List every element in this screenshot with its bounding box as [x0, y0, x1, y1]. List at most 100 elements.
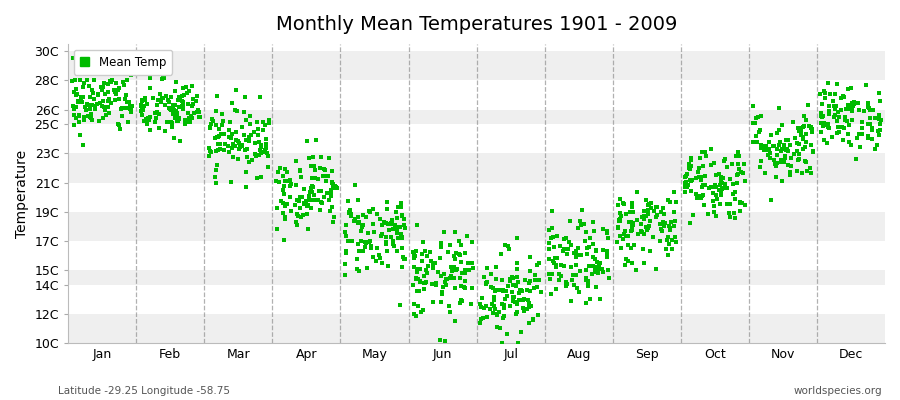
Point: [780, 145, 795, 152]
Point: [738, 177, 752, 184]
Point: [746, 103, 760, 109]
Point: [797, 113, 812, 120]
Point: [203, 148, 218, 154]
Point: [355, 228, 369, 234]
Y-axis label: Temperature: Temperature: [15, 150, 29, 238]
Point: [613, 196, 627, 202]
Point: [818, 94, 832, 101]
Point: [724, 160, 739, 167]
Point: [625, 219, 639, 226]
Point: [462, 267, 476, 273]
Point: [381, 221, 395, 227]
Point: [177, 92, 192, 98]
Point: [445, 266, 459, 272]
Point: [102, 96, 116, 102]
Point: [238, 169, 253, 176]
Point: [66, 55, 80, 62]
Point: [510, 273, 525, 280]
Point: [172, 104, 186, 110]
Point: [828, 91, 842, 98]
Point: [365, 221, 380, 228]
Point: [690, 169, 705, 175]
Point: [661, 234, 675, 240]
Point: [464, 239, 479, 245]
Point: [805, 141, 819, 148]
Point: [581, 263, 596, 270]
Point: [164, 107, 178, 113]
Point: [194, 114, 208, 120]
Point: [447, 275, 462, 282]
Point: [90, 101, 104, 108]
Point: [586, 262, 600, 269]
Point: [492, 287, 507, 293]
Point: [586, 254, 600, 260]
Point: [766, 156, 780, 163]
Point: [683, 220, 698, 227]
Point: [171, 118, 185, 124]
Point: [688, 175, 703, 181]
Point: [814, 101, 829, 107]
Point: [636, 213, 651, 220]
Point: [589, 248, 603, 254]
Point: [209, 148, 223, 155]
Point: [758, 142, 772, 149]
Point: [165, 124, 179, 130]
Point: [390, 230, 404, 236]
Point: [234, 142, 248, 149]
Point: [713, 201, 727, 208]
Point: [243, 113, 257, 119]
Point: [112, 96, 126, 102]
Point: [166, 111, 180, 117]
Point: [639, 213, 653, 220]
Point: [228, 107, 242, 114]
Point: [839, 106, 853, 112]
Point: [611, 201, 625, 208]
Point: [734, 169, 749, 175]
Point: [732, 166, 746, 172]
Point: [772, 139, 787, 146]
Point: [452, 251, 466, 257]
Point: [487, 302, 501, 309]
Point: [821, 124, 835, 130]
Point: [412, 266, 427, 272]
Point: [211, 146, 225, 153]
Point: [664, 219, 679, 225]
Point: [428, 282, 443, 288]
Point: [802, 123, 816, 129]
Bar: [68, 110, 885, 124]
Point: [217, 147, 231, 154]
Point: [794, 128, 808, 134]
Point: [372, 252, 386, 258]
Point: [411, 302, 426, 309]
Point: [407, 252, 421, 258]
Point: [256, 119, 270, 126]
Point: [667, 223, 681, 230]
Point: [494, 340, 508, 346]
Point: [522, 300, 536, 306]
Point: [318, 167, 332, 174]
Point: [315, 200, 329, 206]
Point: [296, 212, 310, 219]
Point: [868, 145, 883, 152]
Point: [479, 303, 493, 310]
Point: [427, 265, 441, 271]
Point: [366, 228, 381, 235]
Point: [114, 106, 129, 112]
Point: [275, 200, 290, 206]
Point: [708, 184, 723, 190]
Point: [668, 234, 682, 240]
Point: [143, 127, 157, 133]
Point: [828, 106, 842, 113]
Point: [579, 267, 593, 274]
Point: [417, 273, 431, 280]
Point: [715, 186, 729, 192]
Point: [213, 140, 228, 147]
Point: [834, 124, 849, 130]
Point: [464, 260, 479, 267]
Point: [682, 166, 697, 172]
Point: [352, 248, 366, 254]
Point: [224, 179, 238, 185]
Point: [242, 121, 256, 127]
Point: [302, 155, 316, 162]
Point: [475, 315, 490, 321]
